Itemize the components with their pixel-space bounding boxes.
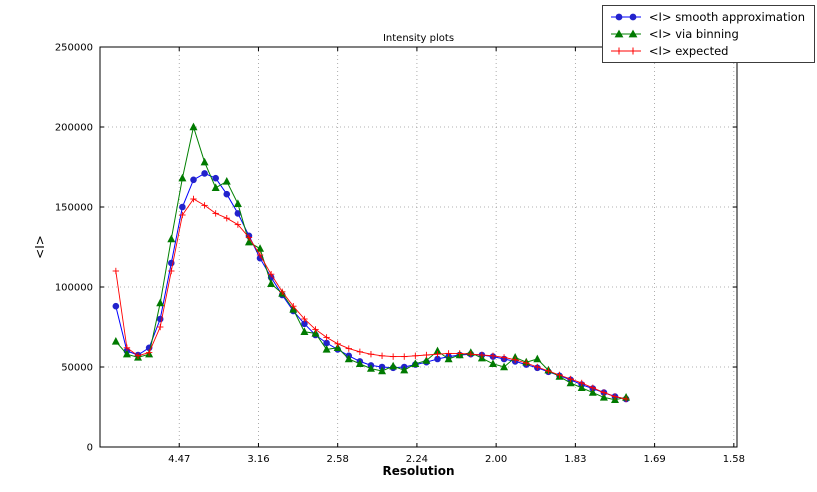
plot-border xyxy=(99,46,738,448)
svg-text:100000: 100000 xyxy=(55,283,93,294)
legend-label-expected: <I> expected xyxy=(648,44,729,58)
svg-text:3.16: 3.16 xyxy=(247,454,269,465)
y-axis-label: <I> xyxy=(33,235,47,259)
series-binning xyxy=(111,122,631,403)
y-tick-labels: 0 50000 100000 150000 200000 250000 xyxy=(55,43,93,454)
grid-lines xyxy=(100,47,737,447)
legend-circle-marker-icon xyxy=(610,13,641,21)
legend-label-binning: <I> via binning xyxy=(648,27,739,41)
legend-item-binning: <I> via binning xyxy=(609,27,805,41)
svg-text:50000: 50000 xyxy=(61,363,93,374)
series-expected xyxy=(112,195,630,403)
x-axis-label: Resolution xyxy=(382,464,455,478)
svg-text:2.58: 2.58 xyxy=(327,454,349,465)
svg-text:2.24: 2.24 xyxy=(406,454,428,465)
svg-text:250000: 250000 xyxy=(55,43,93,54)
legend-label-smooth: <I> smooth approximation xyxy=(648,10,805,24)
legend-item-expected: <I> expected xyxy=(609,44,805,58)
svg-text:0: 0 xyxy=(87,443,93,454)
legend: <I> smooth approximation <I> via binning… xyxy=(601,5,815,63)
svg-text:1.58: 1.58 xyxy=(723,454,745,465)
x-tick-labels: 4.47 3.16 2.58 2.24 2.00 1.83 1.69 1.58 xyxy=(168,454,745,465)
legend-plus-marker-icon xyxy=(610,47,641,55)
legend-item-smooth: <I> smooth approximation xyxy=(609,10,805,24)
svg-text:4.47: 4.47 xyxy=(168,454,190,465)
svg-text:1.69: 1.69 xyxy=(643,454,665,465)
svg-text:200000: 200000 xyxy=(55,123,93,134)
svg-text:1.83: 1.83 xyxy=(564,454,586,465)
svg-text:2.00: 2.00 xyxy=(485,454,507,465)
chart-title: Intensity plots xyxy=(382,33,455,44)
svg-text:150000: 150000 xyxy=(55,203,93,214)
axis-ticks xyxy=(100,46,737,448)
legend-triangle-marker-icon xyxy=(610,29,641,38)
